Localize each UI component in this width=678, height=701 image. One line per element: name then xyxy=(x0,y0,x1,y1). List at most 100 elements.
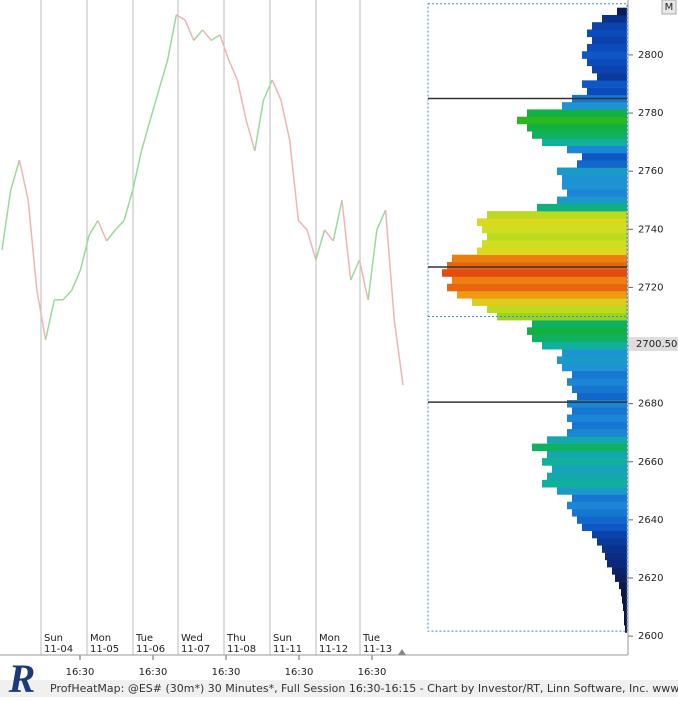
price-segment xyxy=(280,99,291,141)
profile-bar xyxy=(557,167,627,176)
profile-bar xyxy=(527,123,627,132)
price-segment xyxy=(1,189,12,251)
x-day-label: Thu xyxy=(226,633,246,644)
profile-bar xyxy=(567,378,627,386)
price-segment xyxy=(376,209,387,231)
price-segment xyxy=(332,200,343,242)
profile-bar xyxy=(624,610,627,619)
price-segment xyxy=(166,14,178,61)
profile-bar xyxy=(577,516,627,524)
last-price-label: 2700.50 xyxy=(636,339,677,350)
price-segment xyxy=(262,79,273,101)
profile-bar xyxy=(477,218,627,226)
profile-bar xyxy=(477,247,627,256)
profile-bar xyxy=(487,305,627,314)
profile-bar xyxy=(577,160,627,168)
profile-bar xyxy=(582,80,627,88)
price-segment xyxy=(297,220,308,231)
x-date-label: 11-12 xyxy=(319,644,348,655)
x-day-label: Mon xyxy=(319,633,340,644)
x-time-label: 16:30 xyxy=(66,667,95,678)
y-tick-label: 2640 xyxy=(638,515,663,526)
y-tick-label: 2720 xyxy=(638,282,663,293)
profile-bar xyxy=(607,559,627,568)
profile-bar xyxy=(547,436,627,444)
profile-bar xyxy=(552,465,627,473)
price-segment xyxy=(367,229,378,300)
profile-bar xyxy=(452,276,627,285)
x-day-label: Sun xyxy=(44,633,63,644)
profile-bar xyxy=(547,450,627,459)
price-segment xyxy=(79,234,90,271)
price-segment xyxy=(315,229,326,261)
profile-bar xyxy=(542,479,627,488)
profile-bar xyxy=(622,596,627,604)
profile-bar xyxy=(572,370,627,379)
profile-bar xyxy=(452,254,627,263)
profile-bar xyxy=(624,617,627,626)
profile-bar xyxy=(617,7,627,16)
profile-bar xyxy=(447,261,627,270)
profile-bar xyxy=(487,211,627,219)
profile-bar xyxy=(567,414,627,423)
profile-bar xyxy=(612,567,627,575)
y-tick-label: 2660 xyxy=(638,457,663,468)
x-time-label: 16:30 xyxy=(212,667,241,678)
profile-bar xyxy=(542,458,627,466)
price-segment xyxy=(358,259,369,301)
profile-bar xyxy=(532,320,627,328)
x-time-label: 16:30 xyxy=(358,667,387,678)
price-segment xyxy=(271,79,282,101)
profile-bar xyxy=(532,334,627,343)
price-segment xyxy=(149,89,160,121)
price-segment xyxy=(62,289,73,301)
y-tick-label: 2760 xyxy=(638,166,663,177)
footer: ProfHeatMap: @ES# (30m*) 30 Minutes*, Fu… xyxy=(50,682,678,695)
profile-bar xyxy=(597,538,627,546)
price-segment xyxy=(210,34,221,42)
price-segment xyxy=(393,319,404,386)
profile-bar xyxy=(587,58,627,67)
profile-bar xyxy=(625,625,627,633)
profile-bar xyxy=(517,116,627,125)
profile-bar xyxy=(619,581,627,590)
x-day-label: Mon xyxy=(90,633,111,644)
price-segment xyxy=(27,200,38,291)
price-segment xyxy=(306,229,317,261)
price-segment xyxy=(227,59,239,81)
price-segment xyxy=(36,290,47,340)
profile-bar xyxy=(557,196,627,205)
profile-bar xyxy=(567,501,627,510)
price-segment xyxy=(236,79,247,121)
profile-bar xyxy=(602,545,627,553)
price-segment xyxy=(9,159,21,191)
x-date-label: 11-06 xyxy=(136,644,165,655)
profile-bar xyxy=(442,269,627,277)
price-segment xyxy=(158,59,169,91)
profile-bar xyxy=(567,189,627,197)
x-date-label: 11-07 xyxy=(181,644,210,655)
price-segment xyxy=(88,220,99,236)
price-segment xyxy=(193,29,204,41)
x-date-label: 11-05 xyxy=(90,644,119,655)
x-date-label: 11-08 xyxy=(227,644,256,655)
price-segment xyxy=(106,229,116,242)
profile-bar xyxy=(592,22,627,30)
profile-bar xyxy=(482,240,627,248)
profile-bar xyxy=(557,356,627,364)
profile-bar xyxy=(572,385,627,394)
menu-button[interactable] xyxy=(661,0,677,15)
menu-button-label[interactable]: M xyxy=(665,2,674,13)
profile-bar xyxy=(547,472,627,481)
profile-bar xyxy=(582,51,627,59)
profile-bar xyxy=(587,44,627,52)
price-segment xyxy=(114,220,125,231)
x-day-label: Sun xyxy=(273,633,292,644)
profile-bar xyxy=(572,421,627,430)
profile-bar xyxy=(542,341,627,350)
logo: R xyxy=(8,656,36,697)
profile-bar xyxy=(592,530,627,539)
profile-bar xyxy=(623,603,627,611)
profile-bar xyxy=(472,298,627,306)
